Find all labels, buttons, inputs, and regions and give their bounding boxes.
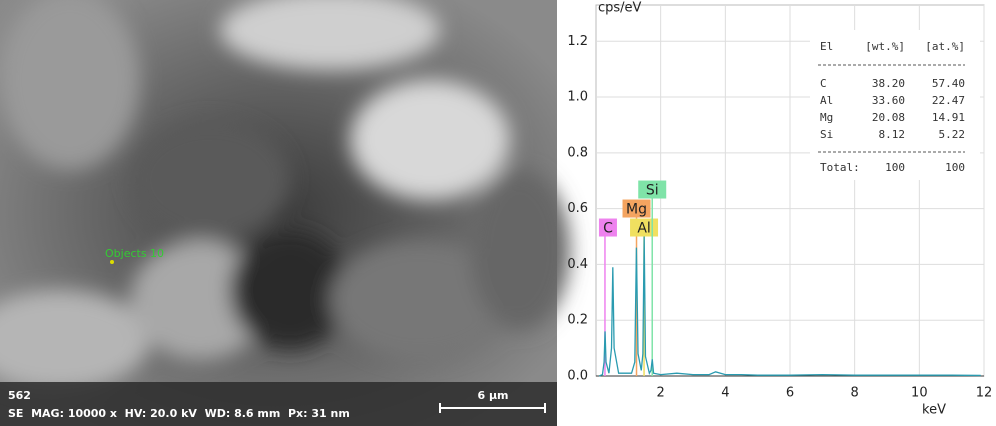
y-tick-label: 0.6	[567, 201, 588, 216]
sem-texture	[0, 0, 570, 390]
table-total: 100	[885, 161, 905, 174]
y-tick-label: 1.2	[567, 34, 588, 49]
object-label: Objects 10	[105, 247, 164, 260]
table-header: [wt.%]	[865, 40, 905, 53]
element-label: Al	[637, 221, 650, 237]
scale-label: 6 µm	[477, 389, 508, 402]
x-tick-label: 4	[721, 386, 729, 401]
table-cell: Mg	[820, 111, 833, 124]
spectrum-line	[598, 236, 981, 377]
table-cell: Si	[820, 128, 833, 141]
element-label-box	[638, 180, 667, 199]
x-axis-label: keV	[922, 403, 946, 418]
table-cell: 22.47	[932, 94, 965, 107]
table-cell: 57.40	[932, 77, 965, 90]
x-tick-label: 10	[911, 386, 928, 401]
y-tick-label: 0.0	[567, 369, 588, 384]
y-tick-label: 0.2	[567, 313, 588, 328]
table-total: Total:	[820, 161, 860, 174]
sem-image: Objects 10 562 SE MAG: 10000 x HV: 20.0 …	[0, 0, 570, 426]
table-cell: 14.91	[932, 111, 965, 124]
table-cell: 33.60	[872, 94, 905, 107]
chart: cps/eV keV 0.0 0.2 0.4 0.6 0.8 1.0 1.2 2 4 6 8 10 12…	[567, 1, 992, 418]
element-label-box	[622, 199, 651, 218]
y-tick-label: 0.8	[567, 145, 588, 160]
table-header: [at.%]	[925, 40, 965, 53]
element-label-box	[630, 218, 659, 237]
info-bar	[0, 382, 557, 426]
element-label: Mg	[626, 202, 647, 218]
table-cell: 8.12	[879, 128, 906, 141]
table-cell: Al	[820, 94, 833, 107]
scale-bar	[439, 403, 546, 413]
table-total: 100	[945, 161, 965, 174]
result-table: El [wt.%] [at.%] C 38.20 57.40 Al 33.60 22.47 Mg 2…	[810, 30, 980, 180]
y-axis-label: cps/eV	[598, 1, 642, 16]
table-cell: C	[820, 77, 827, 90]
element-label: C	[603, 221, 613, 237]
y-tick-label: 0.4	[567, 257, 588, 272]
y-tick-label: 1.0	[567, 90, 588, 105]
x-tick-label: 12	[976, 386, 993, 401]
x-tick-label: 6	[786, 386, 794, 401]
image-id: 562	[8, 389, 31, 402]
table-header: El	[820, 40, 833, 53]
table-cell: 20.08	[872, 111, 905, 124]
element-label-box	[598, 218, 617, 237]
x-tick-label: 2	[657, 386, 665, 401]
object-dot	[110, 260, 114, 264]
table-cell: 38.20	[872, 77, 905, 90]
table-cell: 5.22	[939, 128, 966, 141]
table-box	[810, 30, 980, 180]
element-label: Si	[646, 183, 659, 199]
x-tick-label: 8	[851, 386, 859, 401]
image-info: SE MAG: 10000 x HV: 20.0 kV WD: 8.6 mm P…	[8, 407, 350, 420]
